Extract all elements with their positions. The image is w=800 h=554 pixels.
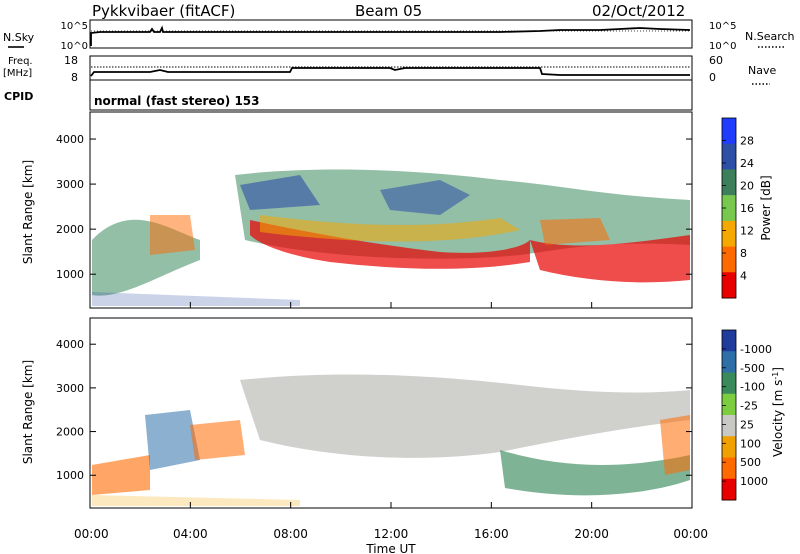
power-colorbar-swatch [722,143,736,170]
velocity-colorbar-swatch [722,330,736,352]
time-tick-label: 08:00 [273,527,308,541]
velocity-colorbar-swatch [722,393,736,416]
power-colorbar-tick-label: 12 [740,225,754,238]
cpid-label: CPID [4,90,33,103]
velocity-ytick-label: 1000 [56,469,84,482]
power-y-axis: 1000 2000 3000 4000 [56,133,692,281]
nsky-trace [90,25,691,46]
velocity-colorbar-tick-label: -1000 [740,343,772,356]
velocity-colorbar: -1000 -500 -100 -25 25 100 500 1000 [721,329,772,501]
velocity-colorbar-frame [721,329,737,501]
power-colorbar-swatch [722,246,736,273]
nsky-tick-bottom: 10^0 [61,41,88,52]
power-colorbar-swatch [722,195,736,222]
power-colorbar-swatch [722,272,736,299]
power-ytick-label: 1000 [56,268,84,281]
power-colorbar-swatch [722,169,736,196]
time-tick-label: 20:00 [574,527,609,541]
power-colorbar-swatch [722,220,736,248]
freq-label-1: Freq. [8,56,33,67]
velocity-colorbar-tick-label: 100 [740,437,761,450]
velocity-colorbar-swatch [722,457,736,480]
velocity-colorbar-tick-label: 1000 [740,475,768,488]
nave-tick-top: 60 [709,54,723,67]
power-ytick-label: 2000 [56,223,84,236]
time-tick-label: 04:00 [173,527,208,541]
freq-label-2: [MHz] [3,68,32,79]
station-title: Pykkvibaer (fitACF) [92,2,235,20]
nsearch-tick-bottom: 10^0 [709,41,736,52]
power-ytick-label: 3000 [56,178,84,191]
nave-tick-bottom: 0 [709,71,716,84]
velocity-ytick-label: 3000 [56,382,84,395]
power-colorbar-tick-label: 16 [740,202,754,215]
velocity-colorbar-label: Velocity [m s-1] [771,367,785,457]
time-tick-label: 00:00 [673,527,708,541]
nsearch-tick-top: 10^5 [709,21,736,32]
power-colorbar-tick-label: 4 [740,270,747,283]
velocity-scatter-blobs [92,374,690,506]
nsky-label: N.Sky [3,31,35,44]
power-scatter-blobs [92,169,690,306]
freq-tick-bottom: 8 [71,71,78,84]
power-ytick-label: 4000 [56,133,84,146]
time-tick-label: 00:00 [74,527,109,541]
velocity-colorbar-swatch [722,351,736,373]
cpid-panel [89,79,693,111]
nsearch-label: N.Search [745,30,795,43]
velocity-colorbar-tick-label: 25 [740,418,754,431]
power-colorbar-tick-label: 24 [740,157,754,170]
velocity-colorbar-tick-label: -100 [740,381,765,394]
beam-title: Beam 05 [355,2,422,20]
velocity-colorbar-swatch [722,478,736,501]
power-colorbar-tick-label: 8 [740,247,747,260]
nsky-tick-top: 10^5 [61,21,88,32]
velocity-y-axis: 1000 2000 3000 4000 [56,338,692,482]
cpid-text: normal (fast stereo) 153 [94,94,260,108]
power-colorbar: 28 24 20 16 12 8 4 [721,117,754,299]
velocity-ylabel: Slant Range [km] [21,360,35,464]
freq-trace [90,67,690,77]
nsky-panel [89,19,693,49]
time-tick-label: 12:00 [374,527,409,541]
nave-label: Nave [748,64,776,77]
time-tick-label: 16:00 [474,527,509,541]
velocity-colorbar-swatch [722,436,736,458]
velocity-colorbar-swatch [722,415,736,437]
freq-tick-top: 18 [64,54,78,67]
date-title: 02/Oct/2012 [592,2,685,20]
velocity-ytick-label: 2000 [56,426,84,439]
time-axis-label: Time UT [365,542,416,554]
velocity-colorbar-tick-label: -25 [740,400,758,413]
velocity-colorbar-tick-label: -500 [740,362,765,375]
power-colorbar-label: Power [dB] [759,175,773,240]
power-colorbar-tick-label: 20 [740,180,754,193]
time-axis: 00:00 04:00 08:00 12:00 16:00 20:00 00:00 [74,302,708,541]
velocity-colorbar-end: ] [771,367,785,372]
power-ylabel: Slant Range [km] [21,160,35,264]
velocity-ytick-label: 4000 [56,338,84,351]
velocity-colorbar-sup: -1 [771,372,780,380]
velocity-colorbar-swatch [722,372,736,395]
power-colorbar-tick-label: 28 [740,135,754,148]
power-colorbar-swatch [722,118,736,145]
velocity-colorbar-tick-label: 500 [740,456,761,469]
